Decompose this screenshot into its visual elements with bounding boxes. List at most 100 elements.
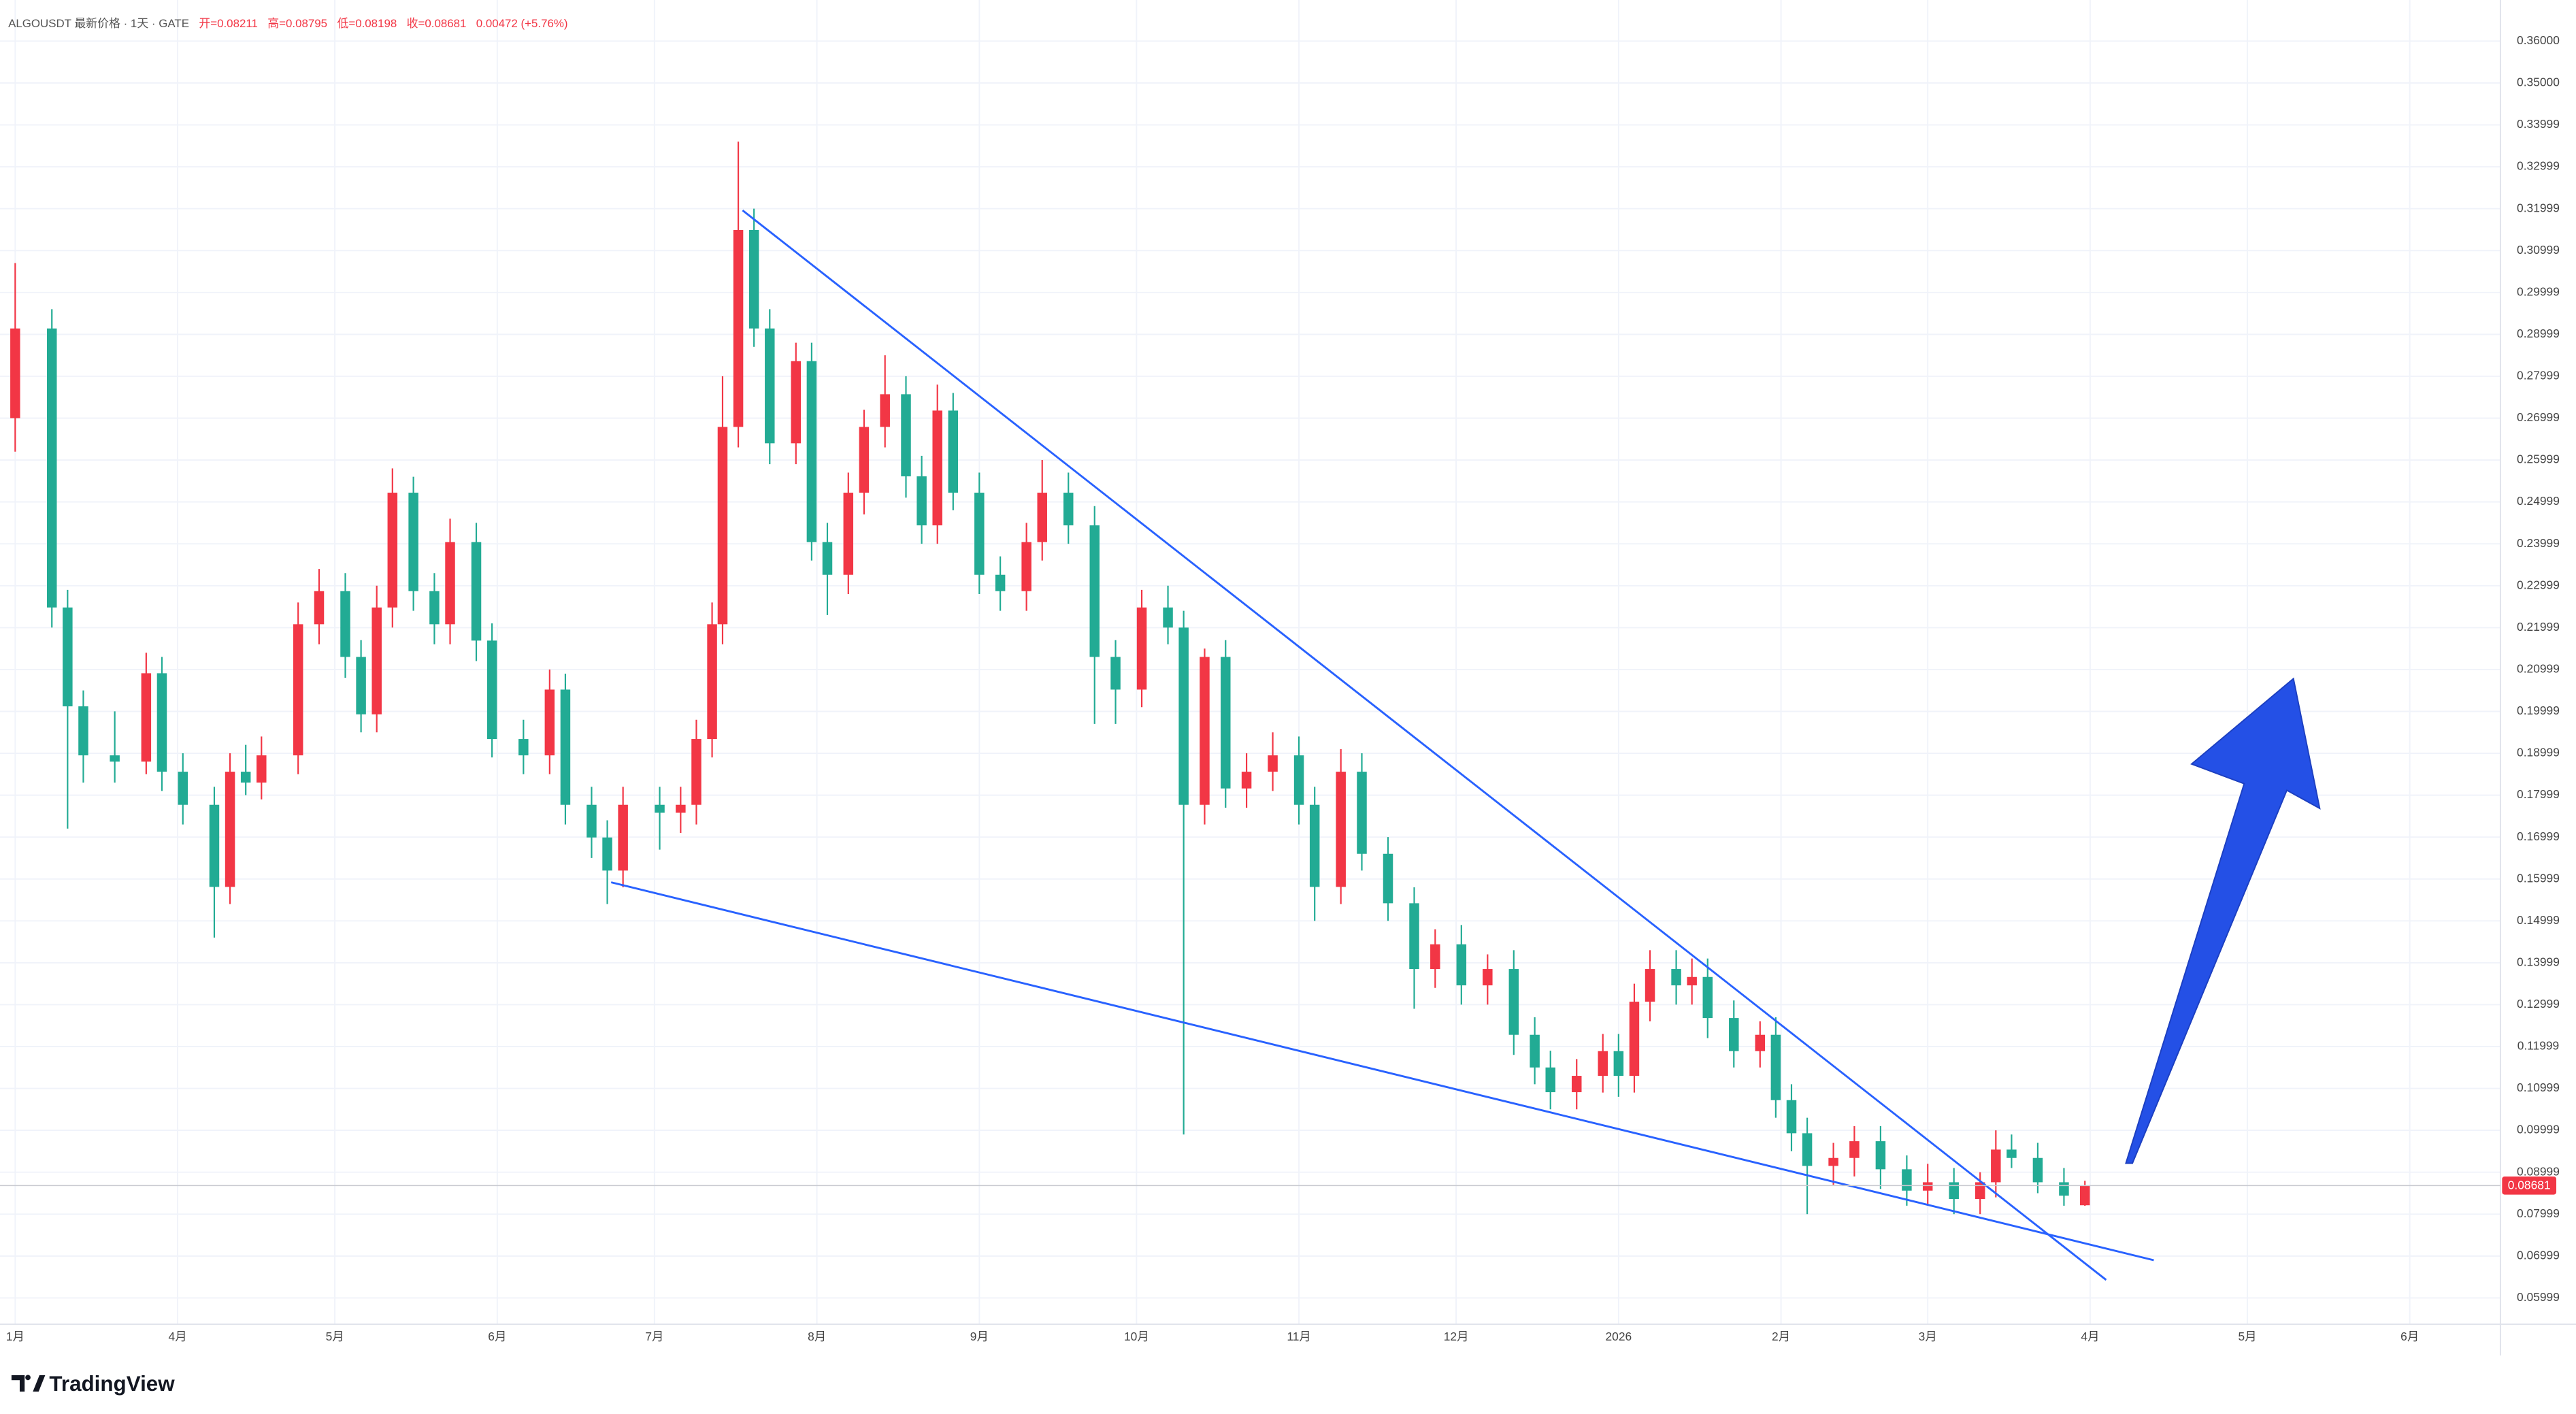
candle-body	[1483, 969, 1493, 986]
candle-body	[314, 591, 325, 625]
logo-icon	[11, 1375, 46, 1392]
candle-body	[1687, 976, 1697, 986]
candle-body	[178, 772, 188, 805]
candle-body	[371, 607, 382, 714]
candle-body	[1357, 772, 1367, 854]
x-tick-label: 2026	[1606, 1330, 1632, 1343]
x-tick-label: 5月	[326, 1330, 344, 1343]
candle-body	[471, 542, 482, 641]
candle-body	[917, 476, 927, 526]
arrow	[2125, 677, 2321, 1164]
y-tick-label: 0.27999	[2517, 369, 2560, 382]
candle-body	[1770, 1034, 1781, 1100]
candle-body	[1613, 1051, 1624, 1076]
candle-body	[1178, 627, 1189, 805]
x-tick-label: 6月	[2400, 1330, 2419, 1343]
y-tick-label: 0.21999	[2517, 620, 2560, 634]
last-price-label: 0.08681	[2508, 1179, 2551, 1192]
candle-body	[1021, 542, 1031, 591]
candle-body	[2007, 1149, 2017, 1158]
header: ALGOUSDT 最新价格 · 1天 · GATE 开=0.08211 高=0.…	[8, 18, 567, 31]
candle-body	[974, 493, 985, 575]
y-tick-label: 0.05999	[2517, 1290, 2560, 1304]
candle-body	[1702, 976, 1713, 1019]
candle-body	[1755, 1034, 1766, 1051]
candle-body	[293, 624, 303, 756]
candle-body	[932, 410, 942, 526]
candle-body	[1786, 1100, 1797, 1134]
x-tick-label: 9月	[970, 1330, 989, 1343]
candle-body	[733, 230, 744, 427]
y-tick-label: 0.20999	[2517, 662, 2560, 676]
y-tick-label: 0.14999	[2517, 913, 2560, 927]
candle-body	[1629, 1002, 1640, 1076]
candle-body	[10, 328, 20, 418]
y-tick-label: 0.16999	[2517, 829, 2560, 843]
y-tick-label: 0.22999	[2517, 578, 2560, 591]
candle-body	[1802, 1133, 1813, 1166]
candle-body	[1089, 525, 1100, 657]
y-tick-label: 0.09999	[2517, 1123, 2560, 1136]
y-tick-label: 0.25999	[2517, 453, 2560, 466]
logo: TradingView	[11, 1372, 175, 1396]
candle-body	[859, 427, 870, 493]
candle-body	[1991, 1149, 2001, 1183]
x-tick-label: 10月	[1124, 1330, 1149, 1343]
x-tick-label: 7月	[645, 1330, 663, 1343]
x-tick-label: 8月	[808, 1330, 826, 1343]
header-open: 开=0.08211	[199, 18, 258, 31]
candle-body	[2032, 1157, 2043, 1183]
candle-body	[707, 624, 717, 740]
candle-body	[2079, 1185, 2090, 1206]
y-tick-label: 0.13999	[2517, 955, 2560, 968]
y-tick-label: 0.28999	[2517, 327, 2560, 340]
y-tick-label: 0.26999	[2517, 410, 2560, 424]
y-tick-label: 0.10999	[2517, 1081, 2560, 1094]
candle-body	[1309, 804, 1320, 887]
x-tick-label: 6月	[488, 1330, 506, 1343]
candle-body	[717, 427, 728, 625]
candle-body	[544, 689, 555, 756]
x-tick-label: 4月	[2081, 1330, 2099, 1343]
candle-body	[1336, 772, 1346, 887]
candle-body	[1430, 944, 1440, 970]
y-tick-label: 0.33999	[2517, 117, 2560, 131]
y-tick-label: 0.08999	[2517, 1164, 2560, 1178]
x-tick-label: 4月	[169, 1330, 187, 1343]
candle-body	[806, 361, 817, 542]
y-tick-label: 0.35000	[2517, 76, 2560, 89]
x-tick-label: 1月	[6, 1330, 24, 1343]
x-tick-label: 11月	[1287, 1330, 1310, 1343]
candle-body	[1875, 1141, 1886, 1170]
candle-body	[1975, 1182, 1985, 1200]
candle-body	[110, 755, 120, 762]
candle-body	[587, 804, 597, 838]
candle-body	[843, 493, 854, 575]
candle-body	[1645, 969, 1655, 1002]
candle-body	[1409, 903, 1419, 970]
header-close: 收=0.08681	[407, 18, 467, 31]
y-tick-label: 0.11999	[2517, 1039, 2560, 1053]
header-low: 低=0.08198	[337, 18, 397, 31]
candle-body	[691, 739, 701, 805]
candle-body	[560, 689, 571, 805]
y-tick-label: 0.12999	[2517, 997, 2560, 1010]
candle-body	[1200, 657, 1210, 805]
candle-body	[78, 706, 88, 756]
candle-body	[240, 772, 251, 783]
candle-body	[1571, 1076, 1582, 1093]
candle-body	[1163, 607, 1173, 628]
y-tick-label: 0.36000	[2517, 33, 2560, 47]
y-tick-label: 0.24999	[2517, 494, 2560, 508]
y-tick-label: 0.30999	[2517, 243, 2560, 257]
candle-body	[901, 394, 911, 477]
candle-body	[1110, 657, 1121, 690]
header-change: 0.00472 (+5.76%)	[476, 18, 568, 31]
y-tick-label: 0.06999	[2517, 1248, 2560, 1262]
candle-body	[655, 804, 665, 813]
candle-body	[2059, 1182, 2069, 1196]
axes: 0.36000 0.35000 0.33999 0.32999 0.31999 0.309…	[0, 33, 2560, 1343]
candle-body	[209, 804, 220, 887]
